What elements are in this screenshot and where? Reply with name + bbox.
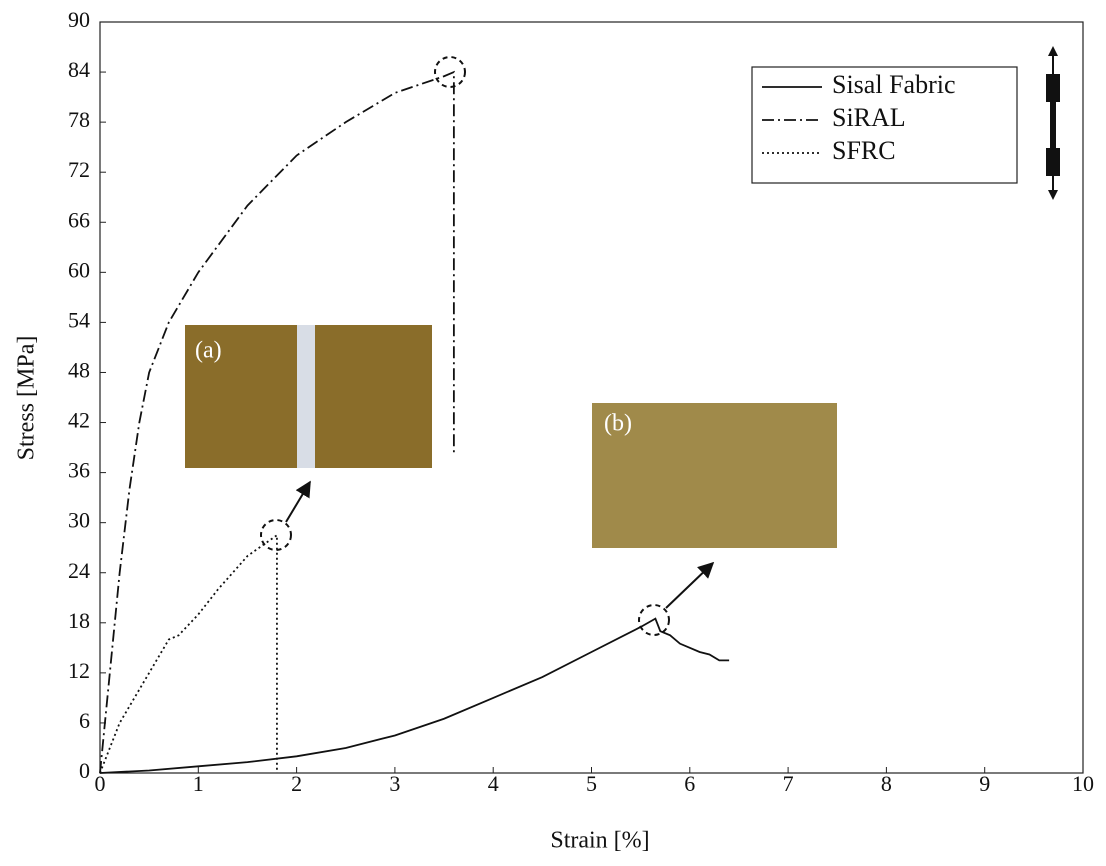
x-tick-label: 6 [684,771,695,796]
y-tick-label: 60 [68,257,90,282]
series-line [99,70,455,774]
y-tick-label: 54 [68,307,90,332]
photo-gap [297,325,315,468]
legend-label: Sisal Fabric [832,70,956,99]
x-axis-label: Strain [%] [550,828,649,854]
y-tick-label: 18 [68,608,90,633]
y-tick-label: 66 [68,207,90,232]
y-tick-label: 78 [68,107,90,132]
y-tick-label: 42 [68,408,90,433]
specimen-icon [1046,148,1060,176]
annotation: (a) [195,338,222,364]
legend-label: SFRC [832,136,896,165]
y-tick-label: 90 [68,7,90,32]
series-line [99,617,730,774]
x-tick-label: 0 [95,771,106,796]
x-tick-label: 3 [389,771,400,796]
y-tick-label: 24 [68,558,90,583]
x-tick-label: 10 [1072,771,1094,796]
highlight-circle [260,519,292,551]
highlight-circle [638,604,670,636]
specimen-icon [1046,74,1060,102]
x-tick-label: 4 [488,771,499,796]
y-tick-label: 72 [68,157,90,182]
y-tick-label: 30 [68,508,90,533]
y-tick-label: 6 [79,708,90,733]
highlight-circle [434,56,466,88]
y-tick-label: 48 [68,358,90,383]
y-tick-label: 84 [68,57,90,82]
annotation: (b) [604,411,632,437]
x-tick-label: 7 [783,771,794,796]
arrow [665,561,715,609]
photo-b [592,403,837,548]
legend-label: SiRAL [832,103,906,132]
x-tick-label: 2 [291,771,302,796]
x-tick-label: 9 [979,771,990,796]
x-tick-label: 8 [881,771,892,796]
x-tick-label: 5 [586,771,597,796]
y-tick-label: 0 [79,758,90,783]
y-tick-label: 12 [68,658,90,683]
y-tick-label: 36 [68,458,90,483]
arrow [285,480,311,523]
series-line [99,533,278,774]
specimen-icon [1050,100,1056,150]
x-tick-label: 1 [193,771,204,796]
y-axis-label: Stress [MPa] [14,336,40,461]
